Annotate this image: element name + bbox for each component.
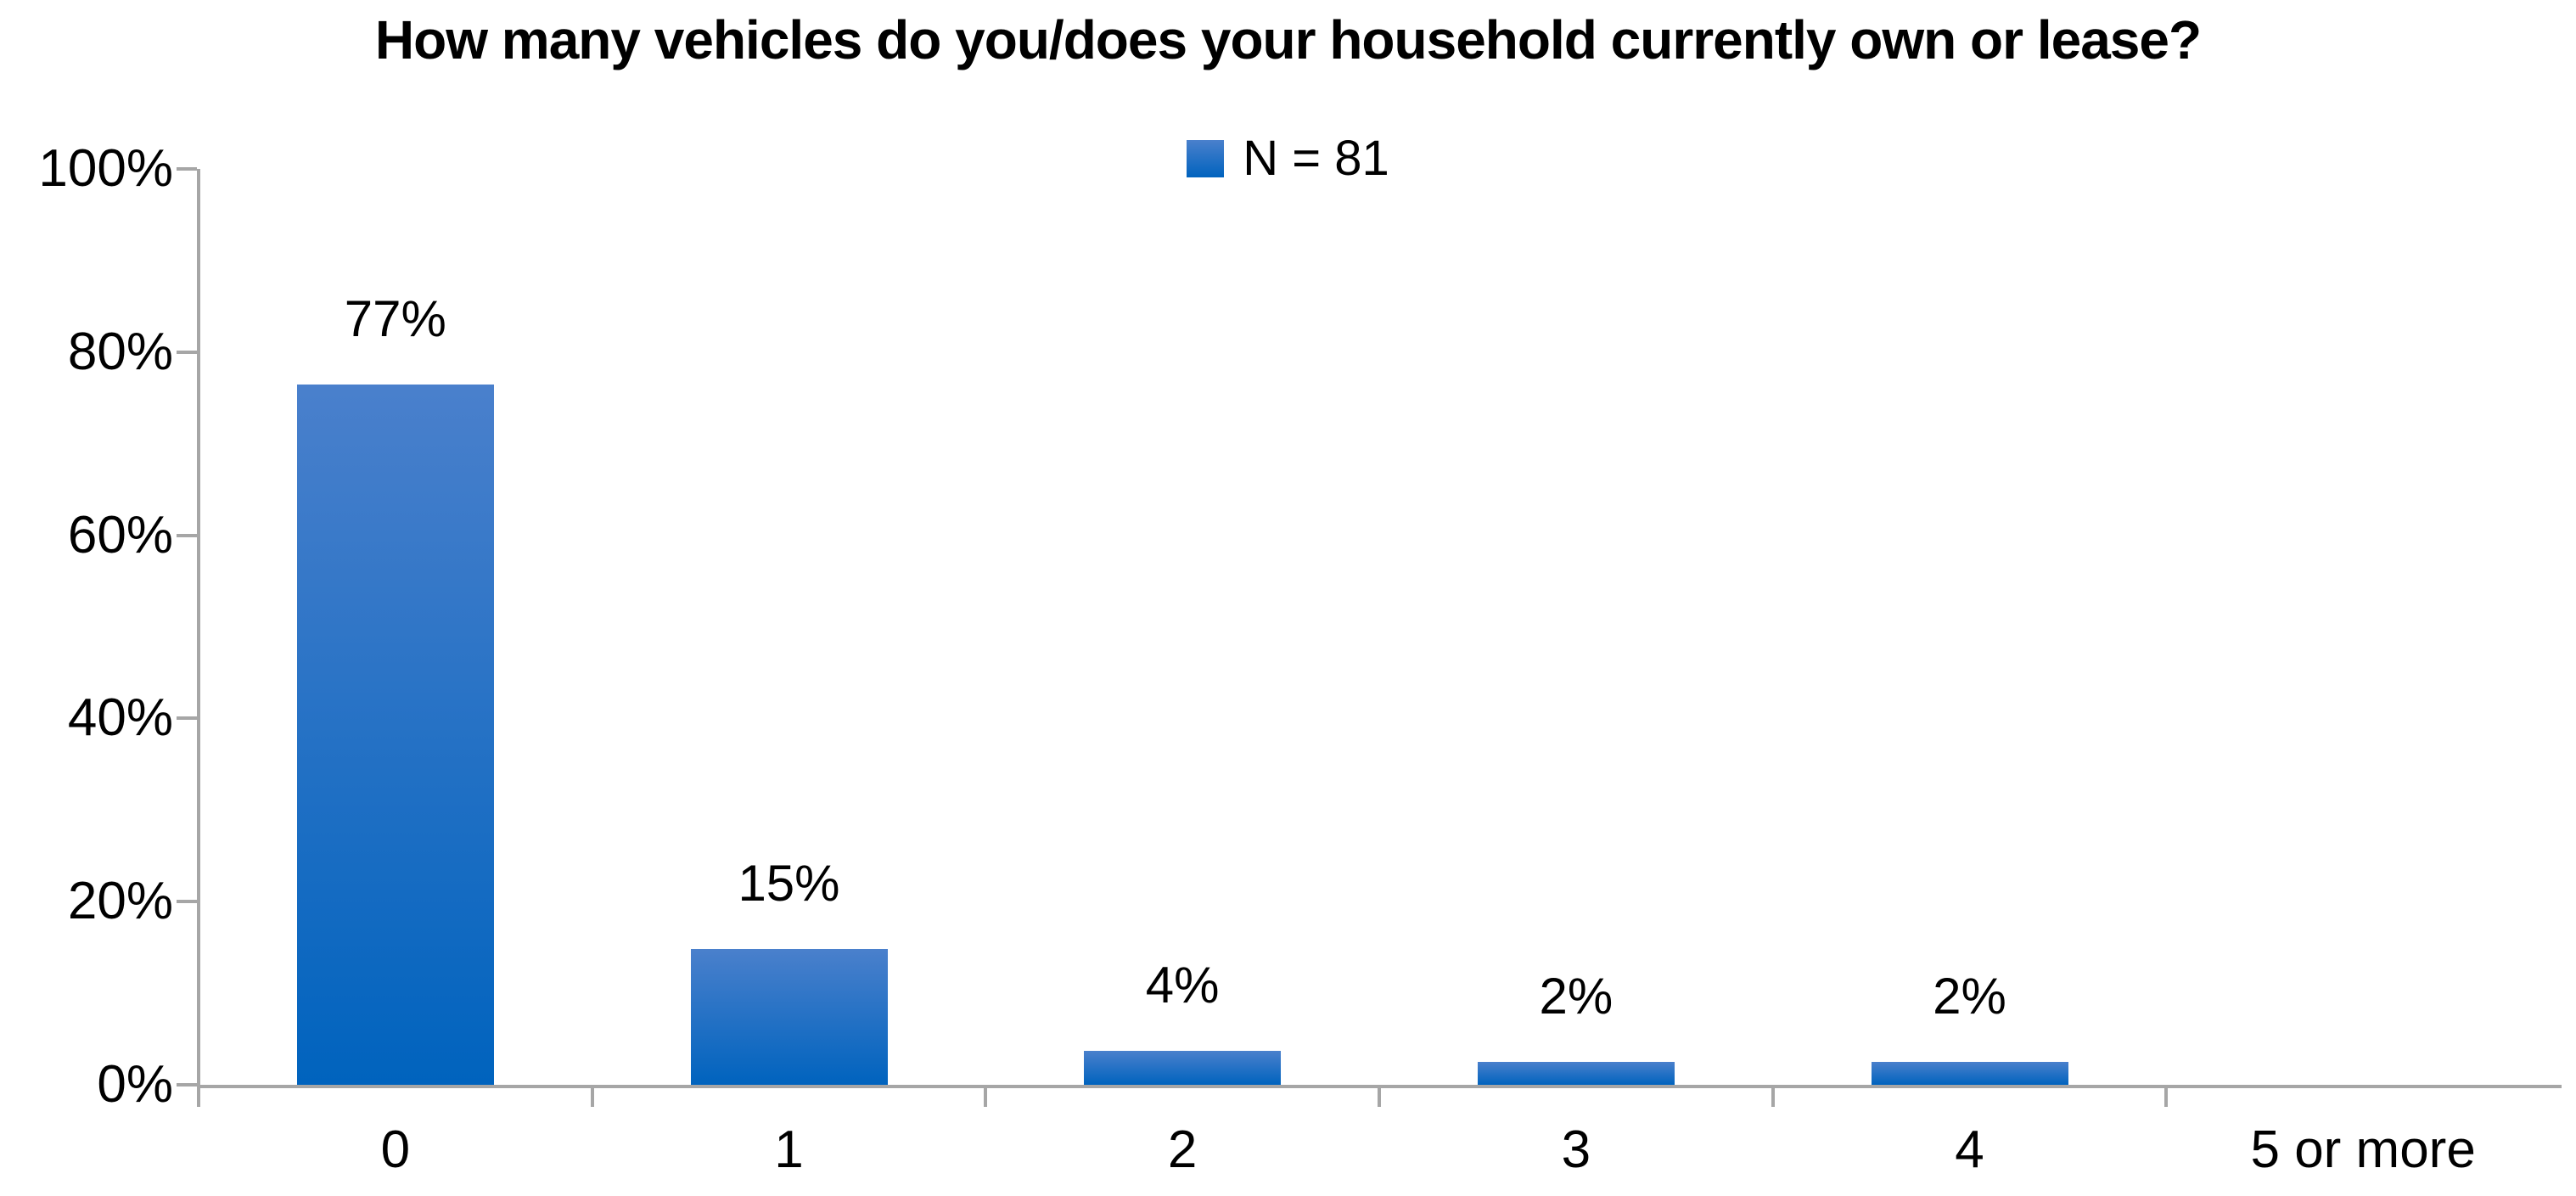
legend-label: N = 81 xyxy=(1243,131,1389,186)
bar-1 xyxy=(690,949,888,1085)
y-axis-label-80: 80% xyxy=(67,322,173,381)
x-axis-tick-4 xyxy=(1771,1085,1775,1107)
x-axis-tick-2 xyxy=(984,1085,988,1107)
x-axis-label-4: 4 xyxy=(1955,1120,1984,1179)
y-axis-label-0: 0% xyxy=(97,1055,173,1114)
y-axis-label-20: 20% xyxy=(67,872,173,931)
y-axis-tick-80 xyxy=(177,350,197,354)
bar-value-label-2: 4% xyxy=(1145,957,1220,1014)
bar-4 xyxy=(1871,1062,2068,1085)
y-axis-tick-0 xyxy=(177,1083,197,1087)
y-axis-label-40: 40% xyxy=(67,688,173,748)
y-axis-tick-60 xyxy=(177,533,197,537)
bar-value-label-0: 77% xyxy=(344,289,446,347)
bar-0 xyxy=(296,384,494,1085)
y-axis-tick-20 xyxy=(177,900,197,904)
x-axis-tick-1 xyxy=(590,1085,594,1107)
chart-title: How many vehicles do you/does your house… xyxy=(374,9,2202,70)
x-axis-label-2: 2 xyxy=(1167,1120,1198,1179)
x-axis-tick-5 xyxy=(2164,1085,2169,1107)
y-axis-tick-100 xyxy=(177,167,197,171)
bar-value-label-4: 2% xyxy=(1933,968,2006,1025)
legend: N = 81 xyxy=(0,131,2576,186)
x-axis-label-1: 1 xyxy=(774,1120,804,1179)
bar-3 xyxy=(1477,1062,1675,1085)
bar-value-label-3: 2% xyxy=(1539,968,1614,1025)
bar-2 xyxy=(1084,1051,1282,1085)
y-axis-label-100: 100% xyxy=(38,139,173,198)
x-axis-label-3: 3 xyxy=(1561,1120,1591,1179)
plot-area: 0% 20% 40% 60% 80% 100% 77% 0 15% 1 4% 2 2% 3 2% 4 5 or … xyxy=(38,139,2562,1178)
x-axis-label-5-or-more: 5 or more xyxy=(2250,1120,2476,1179)
y-axis-line xyxy=(197,169,200,1107)
bar-value-label-1: 15% xyxy=(738,855,840,912)
y-axis-label-60: 60% xyxy=(67,505,173,564)
x-axis-label-0: 0 xyxy=(380,1120,411,1179)
y-axis-tick-40 xyxy=(177,716,197,721)
x-axis-tick-3 xyxy=(1378,1085,1381,1107)
legend-swatch-icon xyxy=(1187,140,1225,177)
